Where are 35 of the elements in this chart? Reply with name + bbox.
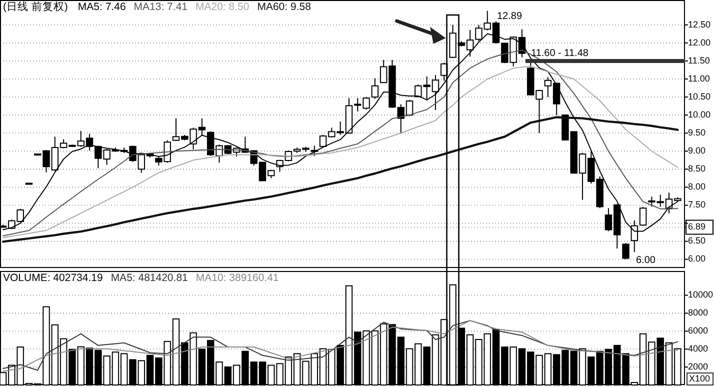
chart-title: (日线 前复权): [3, 0, 68, 13]
y-tick-label: 12.50: [688, 19, 711, 30]
text: MA13: 7.41: [134, 1, 188, 13]
y-tick-label: 10.50: [688, 91, 711, 102]
text: MA5: 7.46: [78, 1, 126, 13]
y-tick-label: 6.00: [688, 254, 706, 264]
y-tick-label: 7.50: [688, 200, 706, 210]
y-tick-label: 6.50: [688, 236, 706, 246]
y-tick-label: 10.00: [688, 109, 711, 120]
candlestick: [622, 242, 630, 260]
candlestick: [371, 78, 379, 100]
y-tick-label: 8.50: [688, 164, 706, 174]
annotation: 12.89: [497, 11, 522, 22]
y-tick-label: 11.00: [688, 73, 710, 84]
y-tick-label: 10000: [688, 290, 714, 300]
y-tick-label: 8.00: [688, 182, 706, 192]
text: MA10: 389160.41: [196, 272, 279, 284]
line-series: [2, 116, 679, 243]
text: MA5: 481420.81: [110, 272, 188, 284]
y-tick-label: 6.89: [688, 222, 706, 232]
text: VOLUME: 402734.19: [3, 272, 103, 284]
annotation: 6.00: [636, 255, 656, 266]
y-axis-title: X100: [689, 373, 710, 384]
y-tick-label: 6000: [688, 326, 708, 336]
y-tick-label: 12.00: [688, 37, 711, 48]
y-tick-label: 8000: [688, 308, 708, 318]
y-tick-label: 4000: [688, 343, 708, 354]
y-tick-label: 9.50: [688, 127, 706, 138]
annotation: 11.60 - 11.48: [531, 48, 589, 59]
y-tick-label: 9.00: [688, 146, 706, 156]
candlestick: [639, 206, 647, 226]
text: MA60: 9.58: [257, 1, 312, 13]
text: MA20: 8.50: [196, 1, 250, 13]
y-tick-label: 11.50: [688, 55, 710, 66]
y-tick-label: 2000: [688, 361, 708, 372]
